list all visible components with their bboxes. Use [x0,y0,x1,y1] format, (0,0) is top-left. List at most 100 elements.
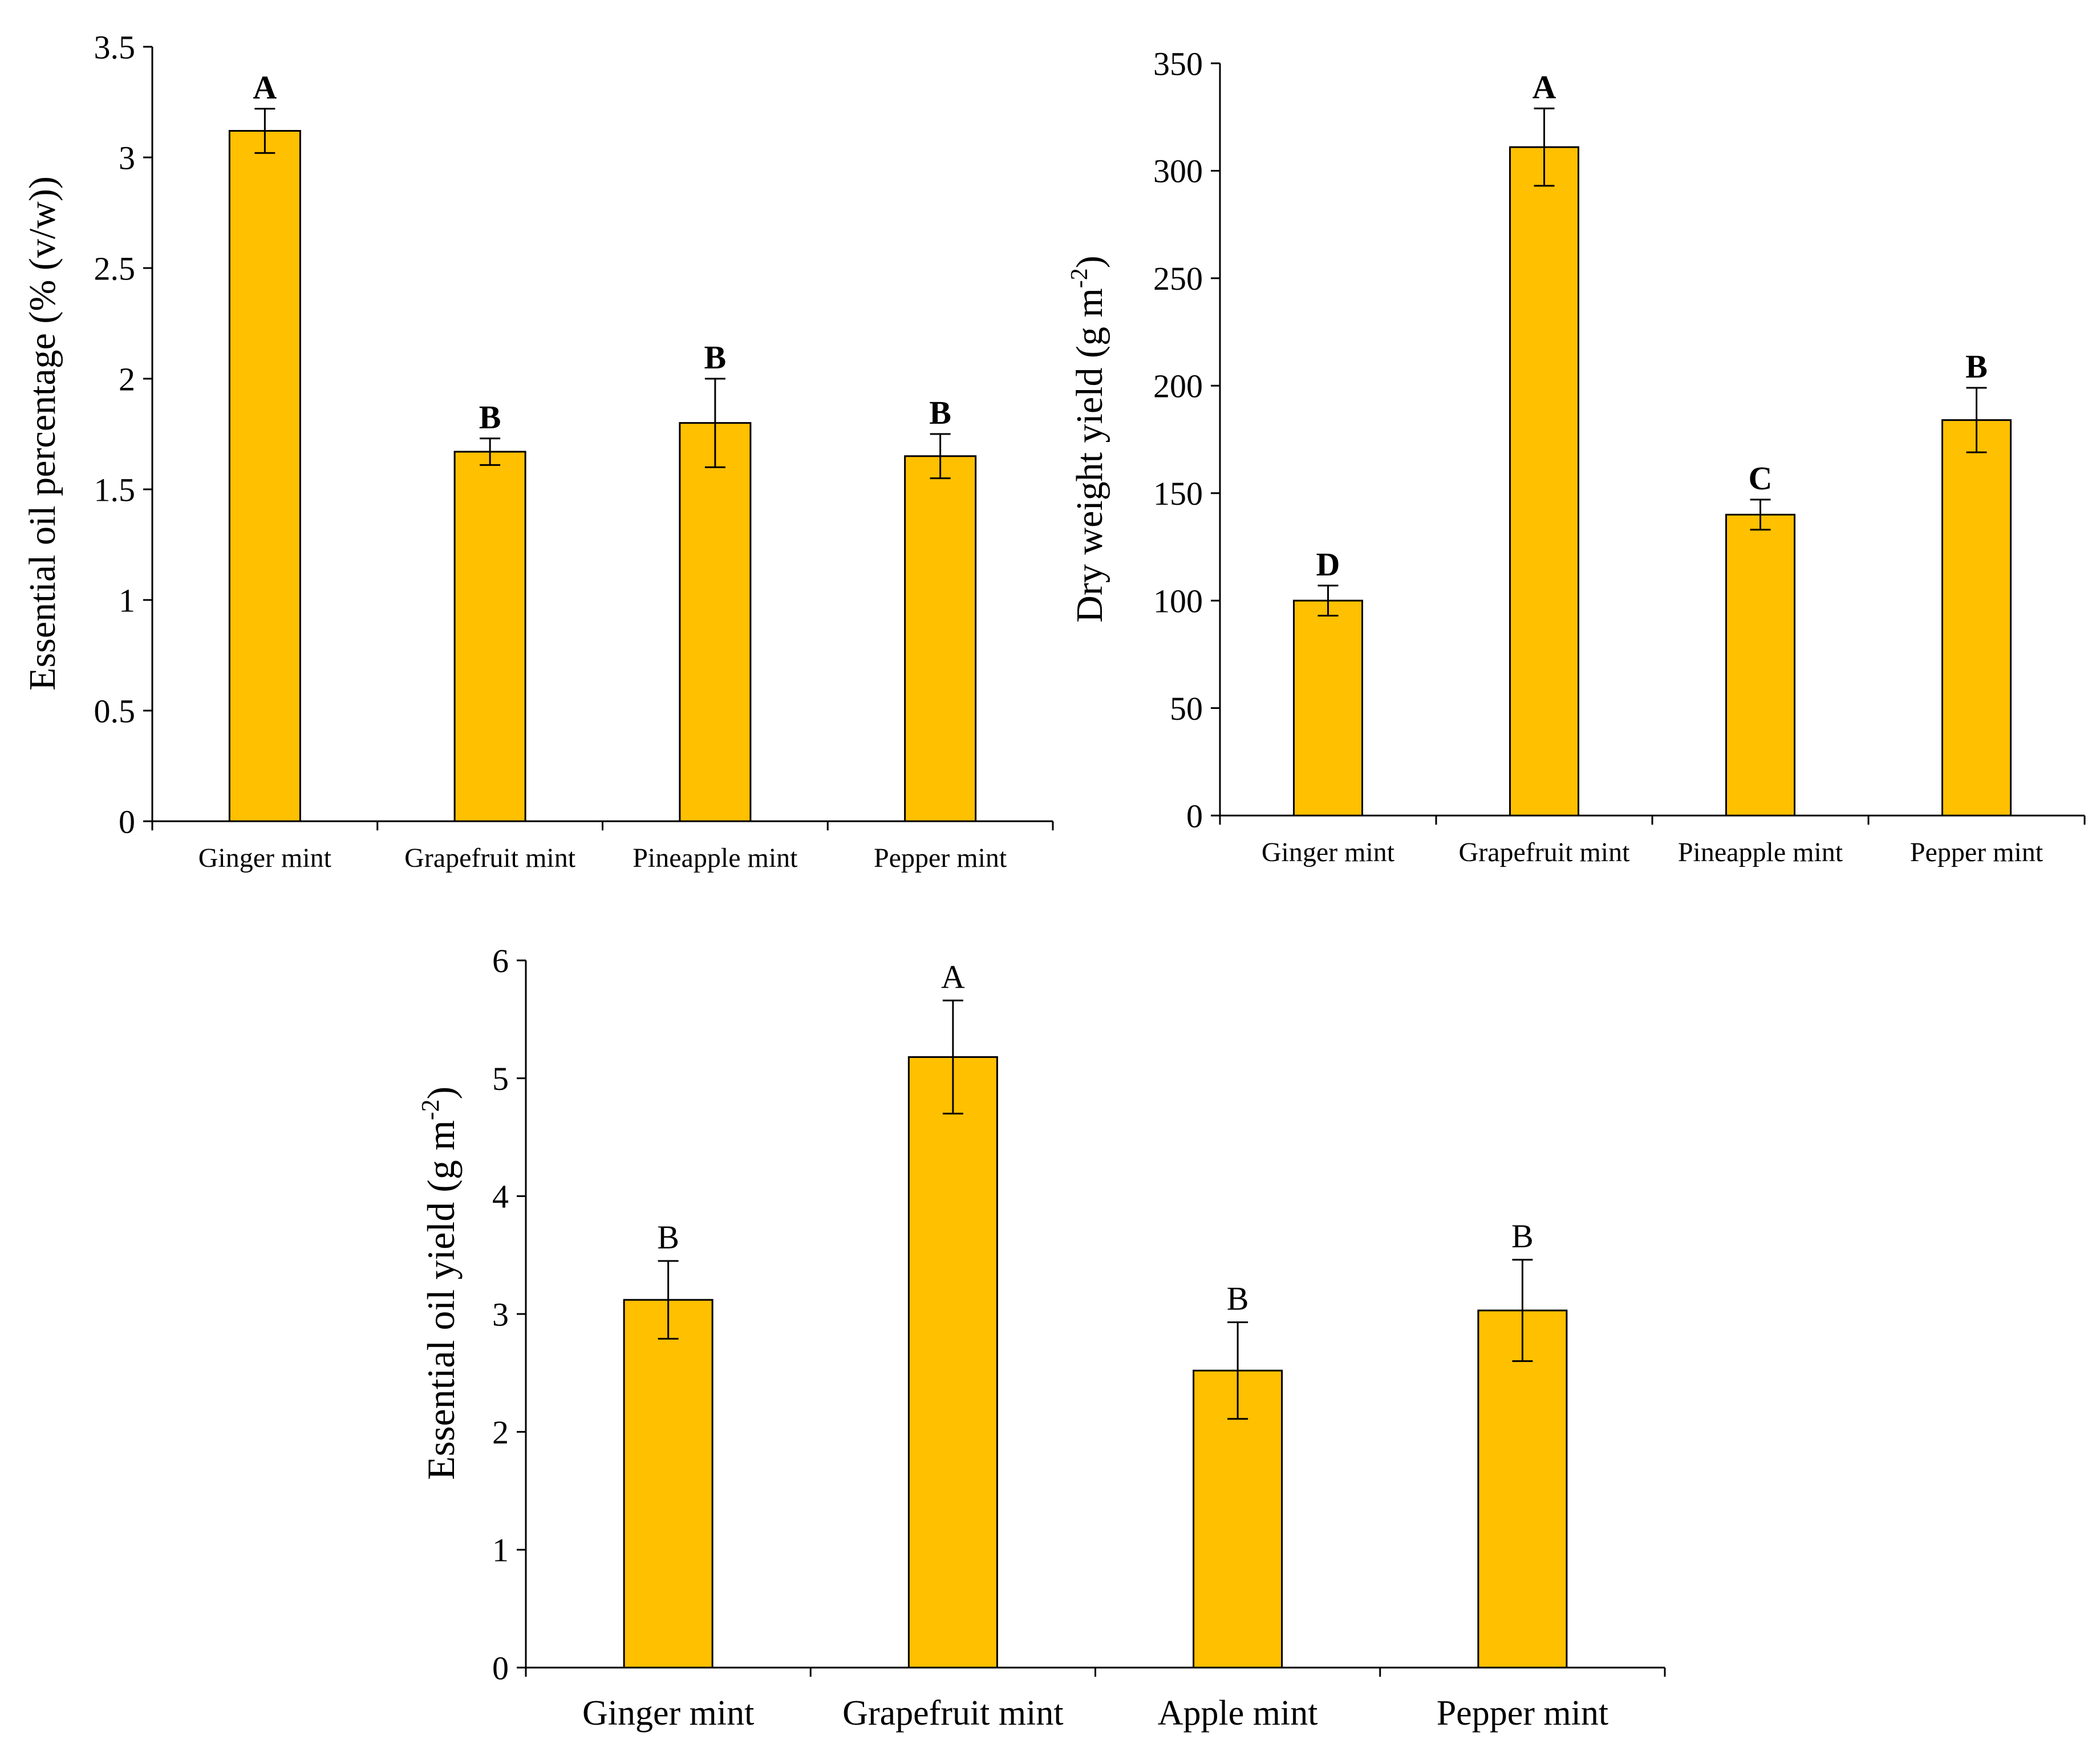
significance-letter: B [1227,1280,1249,1317]
chart-dry-weight-yield: 0 50 100 150 200 250 300 350 D A C B Ginger mint Gr… [1067,45,2086,867]
bar-ginger-mint [623,1299,713,1669]
error-bar [1534,107,1555,187]
y-tick-label: 0 [492,1649,509,1686]
bars [623,1056,1568,1669]
error-bar [480,437,501,466]
y-tick-label: 0.5 [94,692,136,729]
bar-grapefruit-mint [907,1056,998,1669]
bar-ginger-mint [228,129,301,822]
significance-letter: B [479,399,501,436]
y-tick-label: 2 [492,1414,509,1451]
error-bar [1750,498,1771,531]
chart-essential-oil-yield: 0 1 2 3 4 5 6 B A B B Ginger mint Grapefruit mint A… [416,942,1666,1733]
y-tick-label: 1 [119,582,135,619]
y-tick-label: 350 [1153,45,1203,82]
x-tick-label: Pineapple mint [1678,837,1843,867]
bar-pepper-mint [1941,419,2012,817]
y-tick-label: 100 [1153,582,1203,619]
y-tick-label: 3 [492,1296,509,1333]
error-bar [658,1260,679,1340]
y-ticks: 0 0.5 1 1.5 2 2.5 3 3.5 [94,29,152,840]
y-axis-title-superscript: -2 [1067,268,1093,288]
x-tick-label: Ginger mint [198,843,332,873]
significance-letter: A [1533,68,1556,106]
x-ticks [525,1668,1666,1677]
y-axis-title: Essential oil percentage (% (v/w)) [22,176,63,691]
y-axis-title-tail: ) [419,1086,463,1100]
error-bars [1317,107,1987,617]
y-axis-title-main: Essential oil yield (g m [419,1120,463,1480]
y-tick-label: 250 [1153,260,1203,297]
y-tick-label: 2 [119,360,135,398]
y-tick-label: 1 [492,1532,509,1569]
significance-letter: B [704,339,727,376]
y-tick-label: 4 [492,1178,509,1215]
x-tick-label: Ginger mint [582,1694,754,1733]
y-tick-label: 0 [1186,797,1203,834]
significance-letter: B [929,394,951,431]
error-bar [1966,387,1987,453]
y-tick-label: 6 [492,942,509,979]
y-tick-label: 50 [1170,690,1203,727]
y-ticks: 0 50 100 150 200 250 300 350 [1153,45,1220,834]
error-bar [1512,1259,1533,1362]
y-tick-label: 200 [1153,368,1203,405]
y-tick-label: 3.5 [94,29,136,66]
x-tick-label: Apple mint [1158,1694,1318,1733]
error-bars [658,999,1533,1420]
significance-letters: A B B B [253,69,951,436]
y-axis-title-tail: ) [1069,256,1110,268]
x-tick-label: Grapefruit mint [842,1694,1063,1733]
x-tick-label: Grapefruit mint [1459,837,1631,867]
bar-pepper-mint [904,455,977,822]
y-tick-label: 1.5 [94,471,136,508]
x-ticks [151,821,1054,830]
x-tick-label: Pepper mint [1437,1694,1608,1733]
y-tick-label: 0 [119,803,135,840]
bar-grapefruit-mint [1509,146,1579,817]
chart-essential-oil-percentage: 0 0.5 1 1.5 2 2.5 3 3.5 A B B B Ginger mint Grapefr… [22,29,1054,873]
error-bars [254,108,951,480]
significance-letter: B [1965,348,1988,385]
error-bar [1317,585,1339,617]
significance-letter: A [941,958,965,995]
x-tick-labels: Ginger mint Grapefruit mint Pineapple mint… [1262,837,2044,867]
error-bar [704,378,725,468]
x-tick-label: Pepper mint [1910,837,2044,867]
significance-letter: D [1316,546,1340,583]
x-tick-labels: Ginger mint Grapefruit mint Pineapple mint… [198,843,1007,873]
y-ticks: 0 1 2 3 4 5 6 [492,942,526,1686]
significance-letter: B [1511,1218,1534,1255]
y-axis-title: Essential oil yield (g m-2) [416,1086,463,1480]
error-bar [930,433,951,480]
error-bar [942,999,963,1115]
bars [228,129,977,822]
x-tick-label: Pepper mint [874,843,1007,873]
y-axis-title-main: Dry weight yield (g m [1069,288,1110,623]
y-tick-label: 150 [1153,475,1203,512]
significance-letters: D A C B [1316,68,1988,583]
y-tick-label: 3 [119,139,135,176]
x-tick-label: Grapefruit mint [404,843,576,873]
bar-apple-mint [1193,1369,1283,1669]
y-axis-title: Dry weight yield (g m-2) [1067,256,1110,623]
significance-letters: B A B B [657,958,1533,1317]
error-bar [254,108,275,154]
bar-ginger-mint [1293,599,1363,817]
x-ticks [1219,816,2086,825]
y-tick-label: 300 [1153,153,1203,190]
significance-letter: B [657,1219,679,1256]
bars [1293,146,2012,817]
bar-grapefruit-mint [453,451,526,822]
bar-pepper-mint [1477,1309,1568,1669]
bar-pineapple-mint [1725,513,1795,817]
y-tick-label: 5 [492,1060,509,1097]
x-tick-label: Pineapple mint [633,843,798,873]
x-tick-labels: Ginger mint Grapefruit mint Apple mint Pepp… [582,1694,1608,1733]
significance-letter: A [253,69,277,106]
significance-letter: C [1749,460,1773,497]
bar-pineapple-mint [679,422,752,822]
x-tick-label: Ginger mint [1262,837,1395,867]
